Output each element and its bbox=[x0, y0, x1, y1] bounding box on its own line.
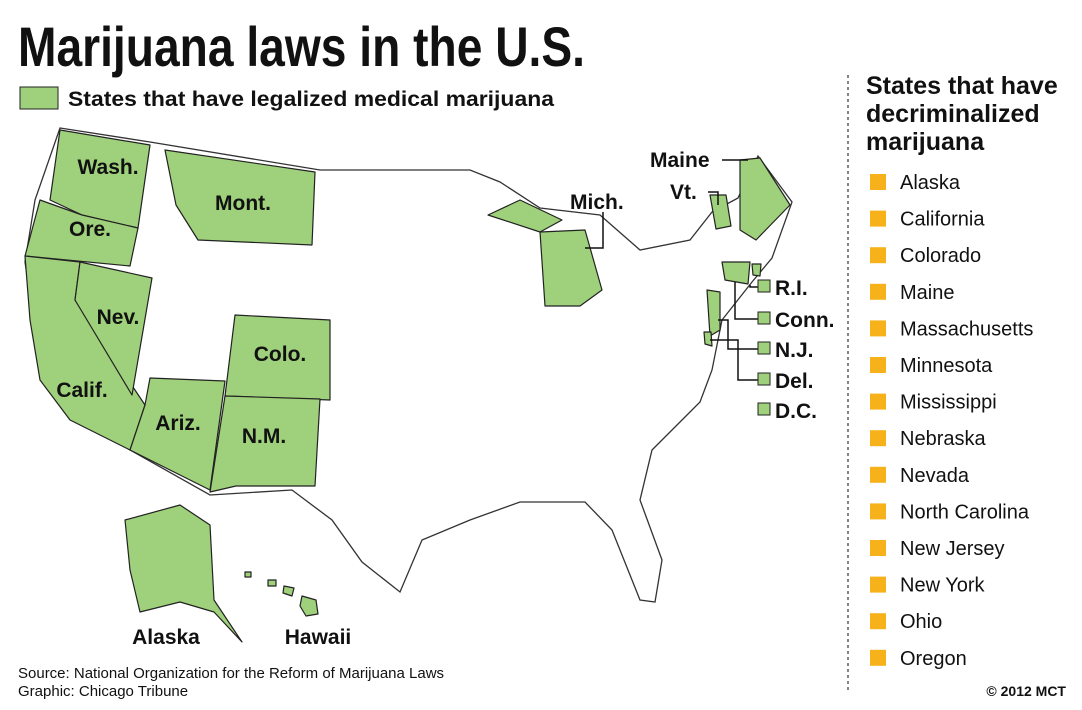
state-shape bbox=[751, 263, 762, 277]
state-shape bbox=[24, 199, 139, 267]
state-shape bbox=[164, 149, 316, 246]
list-marker bbox=[870, 466, 886, 483]
legalized-states bbox=[24, 129, 791, 643]
list-marker bbox=[870, 320, 886, 337]
map-label: Ariz. bbox=[155, 412, 201, 435]
map-label: N.J. bbox=[775, 339, 814, 362]
map-label: R.I. bbox=[775, 277, 808, 300]
credit: Graphic: Chicago Tribune bbox=[18, 683, 188, 700]
map-label: Nev. bbox=[97, 306, 140, 329]
list-marker bbox=[870, 174, 886, 190]
map-label: N.M. bbox=[242, 425, 286, 448]
state-name: Colorado bbox=[900, 245, 981, 267]
leader-line bbox=[585, 212, 604, 249]
label-swatch bbox=[757, 402, 771, 416]
list-marker bbox=[870, 283, 886, 300]
title: Marijuana laws in the U.S. bbox=[18, 15, 585, 78]
list-marker bbox=[870, 357, 886, 373]
map-label: Wash. bbox=[77, 156, 138, 179]
list-marker bbox=[870, 613, 886, 630]
state-shape bbox=[721, 261, 751, 285]
map-label: Maine bbox=[650, 149, 710, 172]
map-label: Ore. bbox=[69, 218, 111, 241]
map-label: Conn. bbox=[775, 309, 834, 332]
map-label: Calif. bbox=[56, 379, 107, 402]
state-name: Oregon bbox=[900, 648, 967, 670]
map-label: Hawaii bbox=[285, 626, 352, 649]
state-shape bbox=[129, 377, 226, 491]
state-shape bbox=[706, 289, 721, 337]
state-name: North Carolina bbox=[900, 501, 1030, 523]
map-label: Alaska bbox=[132, 626, 200, 649]
state-name: New York bbox=[900, 575, 985, 597]
state-name: Massachusetts bbox=[900, 318, 1033, 340]
label-swatch bbox=[757, 341, 771, 355]
list-marker bbox=[870, 540, 886, 556]
state-name: Alaska bbox=[900, 172, 961, 194]
list-marker bbox=[870, 649, 886, 666]
sidebar-title: marijuana bbox=[866, 128, 985, 156]
list-marker bbox=[870, 393, 886, 410]
state-name: Mississippi bbox=[900, 392, 997, 414]
state-name: Nebraska bbox=[900, 428, 986, 450]
state-shape bbox=[709, 194, 732, 230]
state-shape bbox=[124, 504, 243, 643]
label-swatch bbox=[757, 279, 771, 293]
label-swatch bbox=[757, 372, 771, 386]
map-label: Colo. bbox=[254, 343, 307, 366]
state-name: Ohio bbox=[900, 611, 942, 633]
state-name: California bbox=[900, 209, 985, 231]
sidebar-title: States that have bbox=[866, 72, 1058, 100]
state-shape bbox=[224, 314, 331, 401]
copyright: © 2012 MCT bbox=[986, 683, 1066, 699]
legend-swatch bbox=[19, 86, 59, 110]
list-marker bbox=[870, 247, 886, 264]
list-marker bbox=[870, 576, 886, 593]
state-shape bbox=[487, 199, 563, 233]
state-shape bbox=[74, 261, 153, 396]
state-shape bbox=[209, 395, 321, 493]
legend-label: States that have legalized medical marij… bbox=[68, 88, 554, 111]
state-name: Minnesota bbox=[900, 355, 993, 377]
list-marker bbox=[870, 503, 886, 520]
source: Source: National Organization for the Re… bbox=[18, 665, 444, 682]
map-label: Mont. bbox=[215, 192, 271, 215]
sidebar-title: decriminalized bbox=[866, 100, 1040, 128]
state-shape bbox=[703, 331, 713, 347]
state-name: New Jersey bbox=[900, 538, 1004, 560]
map-label: Del. bbox=[775, 370, 814, 393]
state-shape bbox=[244, 571, 319, 617]
map-label: Mich. bbox=[570, 191, 624, 214]
state-name: Maine bbox=[900, 282, 954, 304]
state-name: Nevada bbox=[900, 465, 970, 487]
leader-line bbox=[708, 191, 719, 205]
state-shape bbox=[539, 229, 603, 307]
list-marker bbox=[870, 210, 886, 227]
map-label: Vt. bbox=[670, 181, 697, 204]
list-marker bbox=[870, 430, 886, 447]
leader-line bbox=[710, 282, 758, 381]
map-label: D.C. bbox=[775, 400, 817, 423]
label-swatch bbox=[757, 311, 771, 325]
state-shape bbox=[739, 157, 791, 241]
